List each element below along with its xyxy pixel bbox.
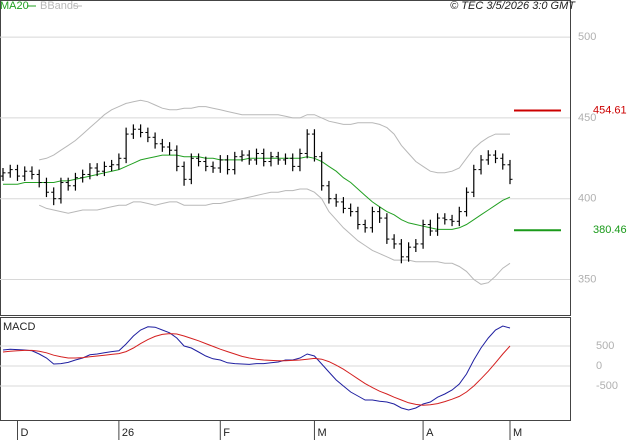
price-panel (0, 0, 571, 316)
y-tick-label: 0 (596, 360, 602, 372)
level-label: 380.46 (593, 224, 627, 236)
x-tick-label: M (317, 427, 326, 439)
x-tick-label: A (426, 427, 434, 439)
y-tick-label: -500 (596, 380, 618, 392)
line (3, 154, 511, 230)
line (2, 325, 511, 411)
x-tick-label: D (20, 427, 28, 439)
y-tick-label: 400 (578, 193, 596, 205)
level-label: 454.61 (593, 104, 627, 116)
y-tick-label: 500 (578, 31, 596, 43)
line (38, 188, 511, 285)
y-tick-label: 350 (578, 273, 596, 285)
x-tick-label: F (223, 427, 230, 439)
credit: © TEC 3/5/2026 3:0 GMT (450, 0, 576, 12)
legend-bbands: BBands (40, 0, 79, 12)
line (39, 99, 510, 174)
y-tick-label: 450 (578, 112, 596, 124)
x-tick-label: 26 (122, 427, 134, 439)
y-tick-label: 500 (596, 340, 614, 352)
macd-panel (0, 317, 571, 421)
legend-ma20: MA20 (0, 0, 29, 12)
line (2, 333, 511, 406)
macd-title: MACD (3, 321, 35, 333)
x-tick-label: M (513, 427, 522, 439)
